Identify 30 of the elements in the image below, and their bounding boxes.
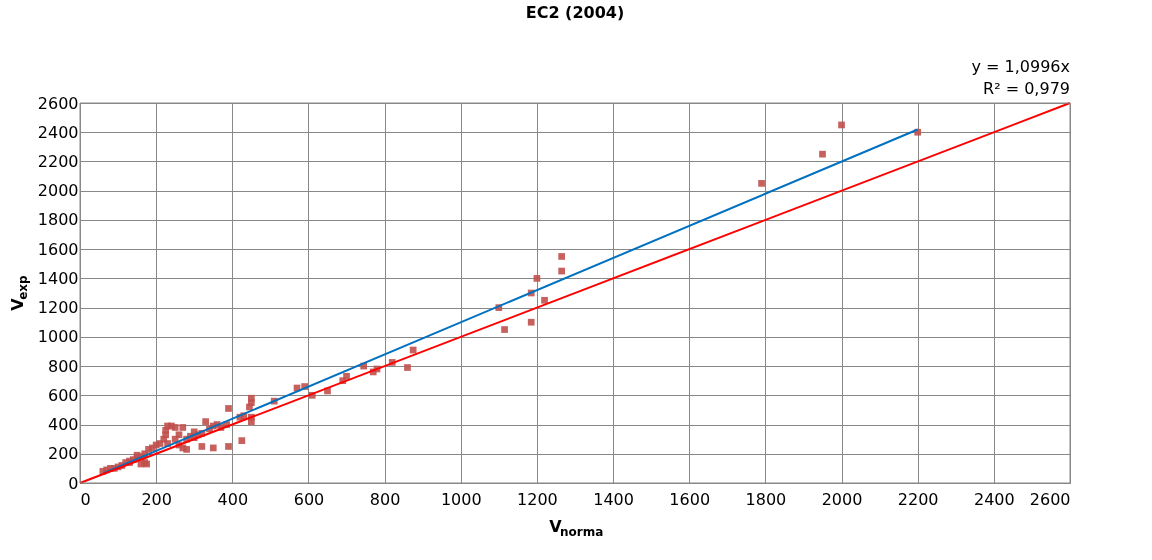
y-tick-label: 2000 bbox=[37, 181, 79, 201]
y-tick-label: 2200 bbox=[37, 151, 79, 171]
y-tick-label: 200 bbox=[47, 444, 79, 464]
y-tick-label: 1600 bbox=[37, 239, 79, 259]
x-tick-label: 2200 bbox=[897, 489, 939, 509]
y-tick-label: 0 bbox=[68, 473, 79, 493]
y-tick-label: 400 bbox=[47, 415, 79, 435]
y-tick-label: 2400 bbox=[37, 122, 79, 142]
x-tick-label: 200 bbox=[141, 489, 172, 509]
x-tick-label: 2600 bbox=[1029, 489, 1071, 509]
y-tick-label: 1000 bbox=[37, 327, 79, 347]
y-tick-label: 2600 bbox=[37, 93, 79, 113]
x-tick-label: 1000 bbox=[440, 489, 482, 509]
y-tick-label: 800 bbox=[47, 356, 79, 376]
x-tick-label: 1200 bbox=[517, 489, 558, 509]
x-tick-label: 1400 bbox=[593, 489, 634, 509]
x-tick-label: 2000 bbox=[821, 489, 863, 509]
y-tick-label: 1400 bbox=[37, 268, 79, 288]
y-tick-label: 1800 bbox=[37, 210, 79, 230]
text: y = 1,0996x bbox=[971, 57, 1070, 76]
x-tick-label: 1800 bbox=[745, 489, 787, 509]
y-tick-label: 600 bbox=[47, 385, 79, 405]
x-tick-label: 1600 bbox=[669, 489, 711, 509]
y-tick-label: 1200 bbox=[37, 298, 79, 318]
x-tick-label: 2400 bbox=[973, 489, 1015, 509]
chart-title: EC2 (2004) bbox=[525, 3, 625, 22]
text: R² = 0,979 bbox=[983, 79, 1070, 98]
x-tick-label: 800 bbox=[369, 489, 401, 509]
x-tick-label: 600 bbox=[293, 489, 325, 509]
x-tick-label: 400 bbox=[217, 489, 249, 509]
